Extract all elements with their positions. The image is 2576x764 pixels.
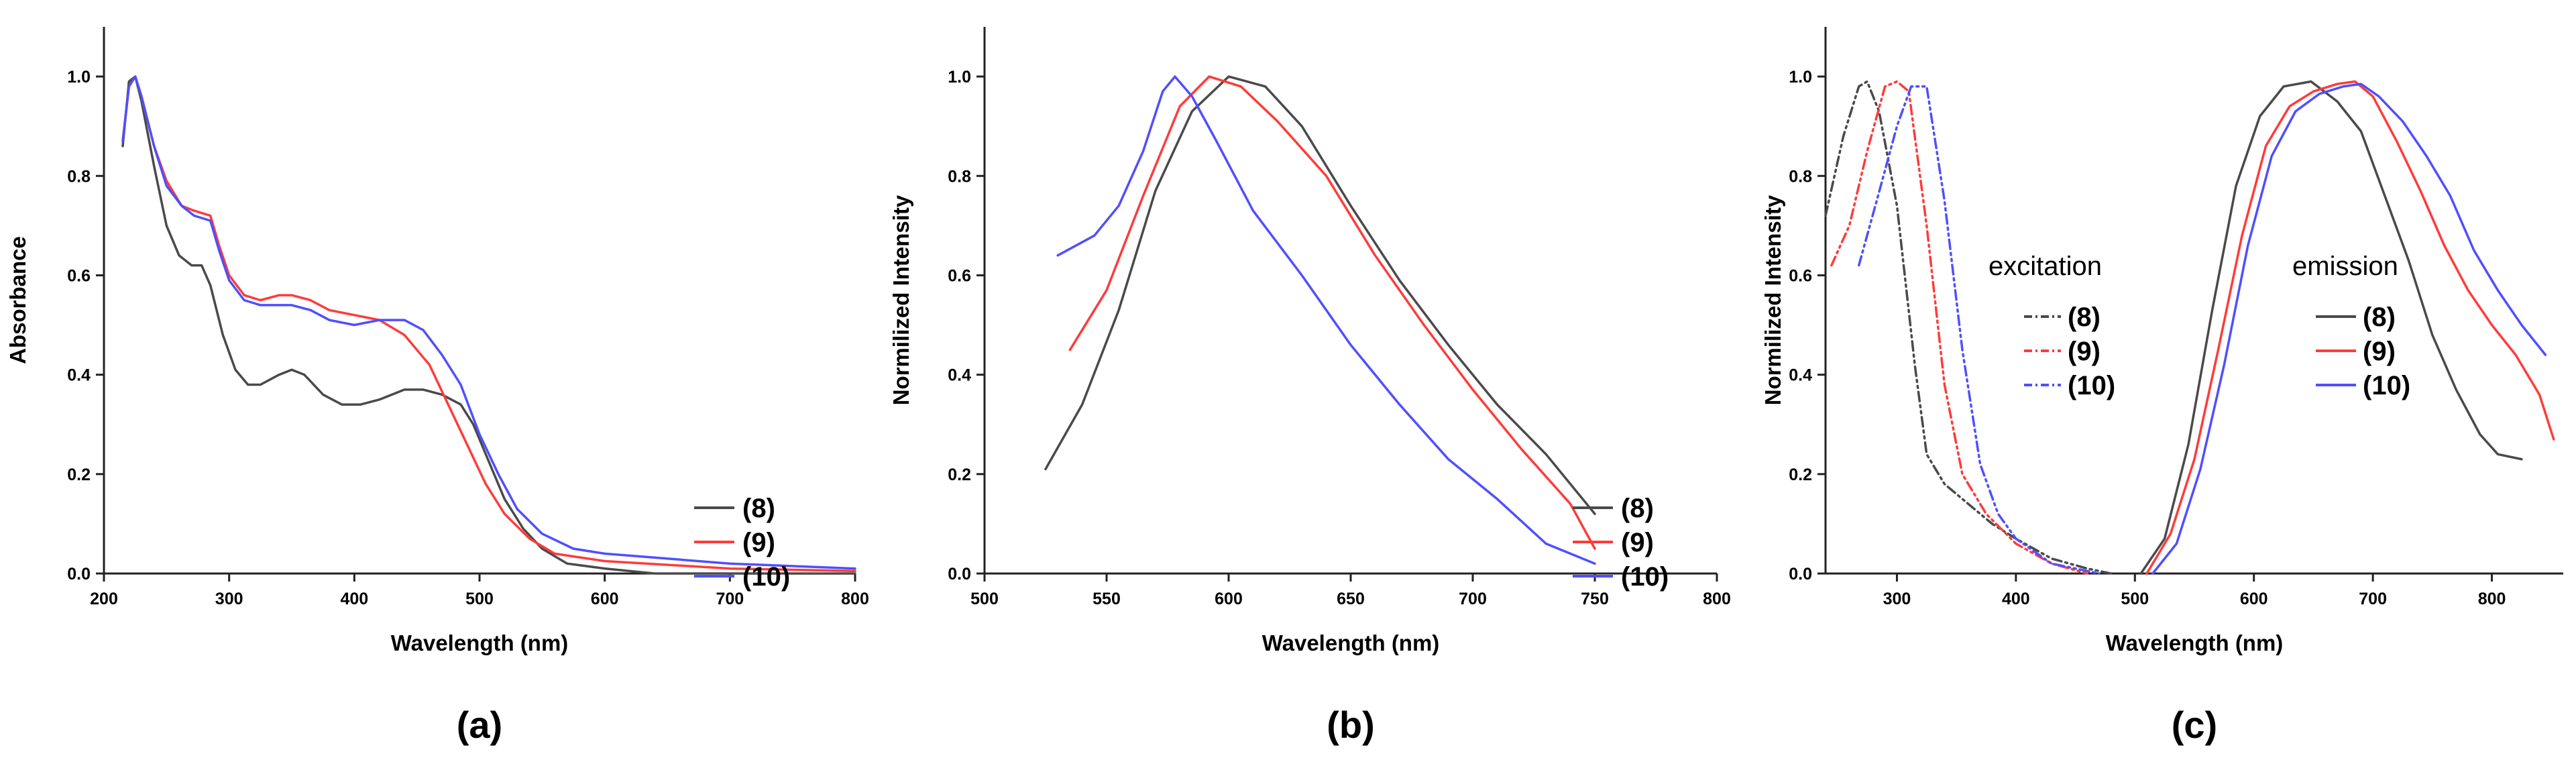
y-tick-label: 0.0	[1789, 565, 1812, 584]
x-tick-label: 550	[1093, 590, 1121, 608]
y-tick-label: 0.8	[1789, 167, 1812, 186]
x-tick-label: 400	[340, 590, 368, 608]
y-axis-title: Absorbance	[5, 236, 30, 364]
y-tick-label: 0.8	[67, 167, 91, 186]
y-tick-label: 0.8	[948, 167, 971, 186]
legend-group-title: emission	[2292, 252, 2398, 281]
panel-label: (a)	[457, 704, 502, 746]
series-line-8	[1044, 75, 1596, 515]
x-tick-label: 800	[841, 590, 869, 608]
legend-label: (10)	[2363, 371, 2410, 400]
y-tick-label: 0.6	[948, 266, 971, 285]
y-tick-label: 1.0	[1789, 68, 1812, 87]
legend-label: (8)	[2363, 303, 2396, 332]
series-line-10	[1056, 75, 1596, 565]
series-line-8	[121, 75, 856, 575]
y-tick-label: 0.0	[948, 565, 971, 584]
series-line-9	[121, 75, 856, 573]
y-tick-label: 1.0	[67, 68, 91, 87]
y-tick-label: 0.4	[67, 366, 91, 385]
legend-label: (9)	[742, 528, 775, 557]
x-tick-label: 300	[1883, 590, 1911, 608]
series-line-excitation-8	[1824, 80, 2113, 575]
legend-label: (9)	[2363, 337, 2396, 366]
x-axis-title: Wavelength (nm)	[391, 631, 569, 655]
series-line-emission-9	[2145, 80, 2555, 575]
legend-label: (8)	[2068, 303, 2101, 332]
x-tick-label: 700	[2359, 590, 2387, 608]
legend-label: (9)	[2068, 337, 2101, 366]
y-tick-label: 0.6	[67, 266, 91, 285]
y-tick-label: 0.0	[67, 565, 91, 584]
chart-panel-2: 500 550 600 650 700 750 800 0.0 0.2 0.4 0.6 0.8 1.0 W…	[889, 27, 1731, 746]
legend-label: (8)	[1621, 494, 1654, 523]
y-tick-label: 0.6	[1789, 266, 1812, 285]
series-line-10	[121, 75, 856, 570]
series-line-excitation-10	[1857, 85, 2101, 575]
series-line-emission-8	[2139, 80, 2523, 575]
x-tick-label: 600	[591, 590, 619, 608]
y-tick-label: 0.2	[948, 466, 971, 484]
x-tick-label: 300	[215, 590, 243, 608]
panel-label: (b)	[1327, 704, 1375, 746]
y-tick-label: 1.0	[948, 68, 971, 87]
legend-label: (10)	[2068, 371, 2115, 400]
y-axis-title: Normilized Intensity	[1760, 195, 1785, 405]
x-tick-label: 500	[970, 590, 999, 608]
legend-label: (10)	[1621, 562, 1669, 592]
y-tick-label: 0.2	[1789, 466, 1812, 484]
series-line-9	[1068, 75, 1596, 550]
x-axis-title: Wavelength (nm)	[1262, 631, 1440, 655]
x-tick-label: 700	[716, 590, 744, 608]
x-tick-label: 400	[2002, 590, 2030, 608]
x-tick-label: 700	[1459, 590, 1487, 608]
panel-label: (c)	[2172, 704, 2217, 746]
chart-panel-3: 300 400 500 600 700 800 0.0 0.2 0.4 0.6 0.8 1.0 Wave…	[1760, 27, 2563, 746]
chart-panel-1: 200 300 400 500 600 700 800 0.0 0.2 0.4 0.6 0.8 1.0 W…	[5, 27, 869, 746]
series-line-excitation-9	[1830, 80, 2089, 575]
x-tick-label: 650	[1337, 590, 1365, 608]
y-tick-label: 0.4	[948, 366, 971, 385]
legend-label: (8)	[742, 494, 775, 523]
y-axis-title: Normilized Intensity	[889, 195, 913, 405]
series-line-emission-10	[2151, 83, 2547, 575]
x-axis-title: Wavelength (nm)	[2106, 631, 2284, 655]
y-tick-label: 0.4	[1789, 366, 1812, 385]
x-tick-label: 200	[90, 590, 118, 608]
x-tick-label: 500	[465, 590, 494, 608]
y-tick-label: 0.2	[67, 466, 91, 484]
legend-label: (9)	[1621, 528, 1654, 557]
legend-group-title: excitation	[1989, 252, 2102, 281]
x-tick-label: 750	[1581, 590, 1609, 608]
x-tick-label: 800	[2478, 590, 2506, 608]
x-tick-label: 600	[1215, 590, 1243, 608]
x-tick-label: 800	[1703, 590, 1731, 608]
legend-label: (10)	[742, 562, 790, 592]
x-tick-label: 500	[2121, 590, 2149, 608]
x-tick-label: 600	[2240, 590, 2268, 608]
